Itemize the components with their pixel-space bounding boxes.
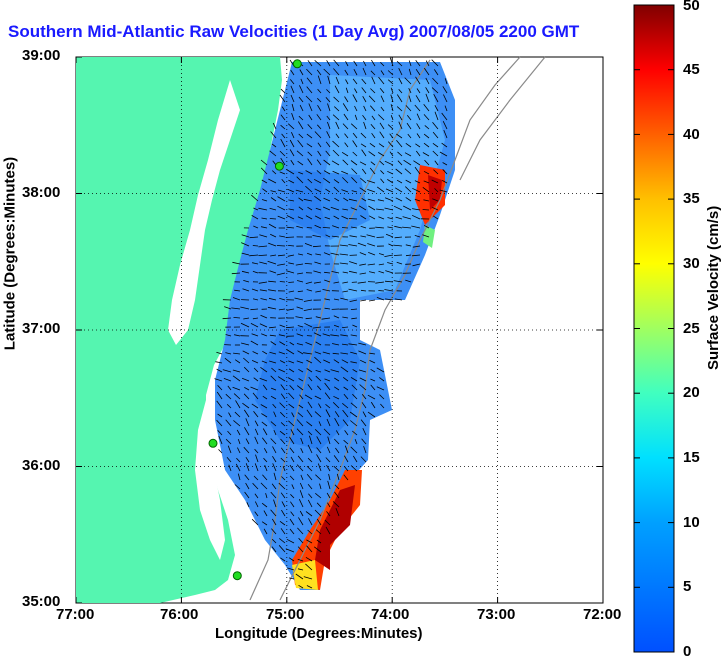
colorbar-tick-label: 20 <box>683 384 700 401</box>
colorbar-label: Surface Velocity (cm/s) <box>705 206 722 370</box>
xtick-label: 77:00 <box>56 606 94 623</box>
xtick-label: 75:00 <box>266 606 304 623</box>
colorbar-tick-label: 45 <box>683 61 700 78</box>
ytick-label: 35:00 <box>22 593 60 610</box>
colorbar-tick-label: 50 <box>683 0 700 14</box>
velocity-arrow <box>378 291 384 292</box>
velocity-arrow <box>394 255 402 256</box>
velocity-arrow <box>349 219 357 220</box>
yellow-edge <box>292 560 318 590</box>
xtick-label: 73:00 <box>477 606 515 623</box>
velocity-arrow <box>423 210 429 211</box>
x-axis-label: Longitude (Degrees:Minutes) <box>215 625 423 642</box>
velocity-arrow <box>277 246 285 247</box>
xtick-label: 72:00 <box>583 606 621 623</box>
colorbar-tick-label: 10 <box>683 514 700 531</box>
radar-station-marker[interactable] <box>275 162 283 170</box>
radar-station-marker[interactable] <box>233 572 241 580</box>
ytick-label: 36:00 <box>22 457 60 474</box>
radar-station-marker[interactable] <box>293 60 301 68</box>
velocity-arrow <box>270 219 276 220</box>
colorbar-tick-label: 15 <box>683 449 700 466</box>
velocity-arrow <box>288 282 294 283</box>
y-axis-label: Latitude (Degrees:Minutes) <box>2 144 19 364</box>
velocity-arrow <box>253 246 258 247</box>
velocity-arrow <box>307 228 312 229</box>
colorbar-tick-label: 25 <box>683 320 700 337</box>
ytick-label: 38:00 <box>22 184 60 201</box>
velocity-arrow <box>377 237 385 238</box>
colorbar-tick-label: 30 <box>683 255 700 272</box>
radar-station-marker[interactable] <box>209 439 217 447</box>
colorbar-tick-label: 35 <box>683 190 700 207</box>
colorbar-tick-label: 0 <box>683 643 691 660</box>
xtick-label: 74:00 <box>371 606 409 623</box>
velocity-arrow <box>342 228 348 229</box>
xtick-label: 76:00 <box>160 606 198 623</box>
velocity-arrow <box>280 282 285 283</box>
ytick-label: 39:00 <box>22 47 60 64</box>
ytick-label: 37:00 <box>22 320 60 337</box>
colorbar-tick-label: 5 <box>683 578 691 595</box>
velocity-arrow <box>286 237 295 238</box>
colorbar-tick-label: 40 <box>683 126 700 143</box>
